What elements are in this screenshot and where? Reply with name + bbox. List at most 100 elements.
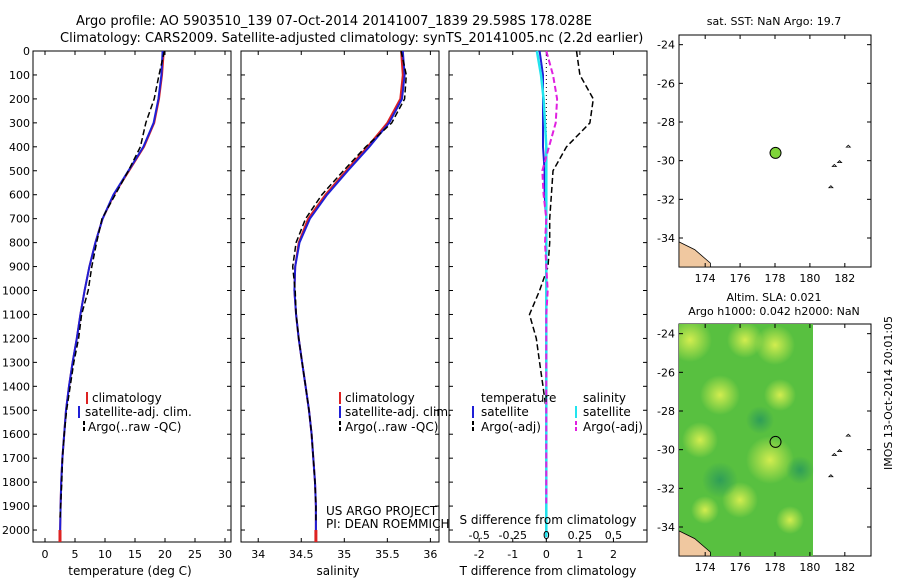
depth-tick-label: 1100 — [2, 308, 30, 321]
x-tick-label: 36 — [423, 548, 437, 561]
legend-climatology: climatology — [92, 391, 162, 405]
depth-tick-label: 1900 — [2, 500, 30, 513]
depth-tick-label: 100 — [9, 69, 30, 82]
difference-legend: temperature satellite Argo(-adj) salinit… — [472, 391, 643, 434]
legend-satellite: satellite-adj. clim. — [345, 405, 452, 419]
lat-tick-label: -32 — [657, 193, 675, 206]
temperature-panel: 0100200300400500600700800900100011001200… — [2, 45, 232, 578]
lon-tick-label: 178 — [765, 272, 786, 285]
x-tick-label: 15 — [128, 548, 142, 561]
positive-anomaly-blob — [764, 379, 796, 411]
lat-tick-label: -30 — [657, 155, 675, 168]
lat-tick-label: -34 — [657, 521, 675, 534]
sst-map-title: sat. SST: NaN Argo: 19.7 — [707, 15, 841, 28]
x-tick-label: 25 — [188, 548, 202, 561]
depth-axis: 0 100 200 300 400 500 600 700 800 900 1000 1100 1200… — [2, 45, 231, 537]
header-line-2: Climatology: CARS2009. Satellite-adjuste… — [60, 31, 643, 46]
lon-tick-label: 180 — [799, 561, 820, 574]
island-outline — [827, 474, 834, 478]
legend-climatology: climatology — [345, 391, 415, 405]
depth-tick-label: 900 — [9, 261, 30, 274]
lon-tick-label: 180 — [799, 272, 820, 285]
negative-anomaly-blob — [786, 456, 814, 484]
s-tick-label: 0.25 — [568, 529, 593, 542]
x-tick-label: 35.5 — [375, 548, 400, 561]
temperature-frame — [32, 50, 232, 543]
header-line-1: Argo profile: AO 5903510_139 07-Oct-2014… — [76, 14, 592, 29]
salinity-depth-ticks — [241, 50, 439, 531]
lat-tick-label: -30 — [657, 444, 675, 457]
lat-tick-label: -28 — [657, 116, 675, 129]
x-tick-label: -2 — [474, 548, 485, 561]
sst-map: sat. SST: NaN Argo: 19.7 174 176 178 180 182… — [657, 15, 872, 285]
legend-temperature-head: temperature — [481, 391, 556, 405]
lat-tick-label: -32 — [657, 482, 675, 495]
difference-depth-ticks — [449, 50, 647, 531]
coastline-new-zealand — [678, 530, 711, 557]
positive-anomaly-blob — [691, 496, 719, 524]
depth-tick-label: 500 — [9, 165, 30, 178]
depth-tick-label: 1500 — [2, 404, 30, 417]
s-tick-label: 0.5 — [605, 529, 623, 542]
lon-tick-label: 182 — [834, 272, 855, 285]
island-outline — [831, 163, 838, 167]
s-difference-ticks: -0.5 -0.25 0 0.25 0.5 — [468, 529, 622, 542]
imos-timestamp: IMOS 13-Oct-2014 20:01:05 — [882, 316, 895, 470]
depth-tick-label: 800 — [9, 237, 30, 250]
climatology-line — [293, 50, 404, 538]
x-tick-label: 34.5 — [289, 548, 314, 561]
positive-anomaly-blob — [727, 324, 763, 358]
x-tick-label: 20 — [158, 548, 172, 561]
positive-anomaly-blob — [755, 325, 795, 365]
sla-map-islands — [678, 433, 852, 557]
depth-tick-label: 1400 — [2, 380, 30, 393]
sst-map-axes: 174 176 178 180 182 -24 -26 -28 -30 -32 -34 — [657, 35, 871, 285]
depth-tick-label: 1200 — [2, 332, 30, 345]
salinity-x-axis: 34 34.5 35 35.5 36 — [251, 51, 437, 561]
depth-tick-label: 600 — [9, 189, 30, 202]
credit-project: US ARGO PROJECT — [326, 504, 438, 518]
depth-tick-label: 1700 — [2, 452, 30, 465]
salinity-legend: climatology satellite-adj. clim. Argo(..… — [339, 391, 452, 434]
depth-tick-label: 1800 — [2, 476, 30, 489]
difference-frame — [448, 50, 648, 543]
x-tick-label: 0 — [42, 548, 49, 561]
sla-map: Altim. SLA: 0.021 Argo h1000: 0.042 h200… — [657, 291, 895, 574]
negative-anomaly-blob — [746, 406, 774, 434]
lon-tick-label: 174 — [695, 561, 716, 574]
credit-pi: PI: DEAN ROEMMICH — [326, 517, 449, 531]
depth-tick-label: 1300 — [2, 356, 30, 369]
island-outline — [836, 160, 843, 163]
s-difference-label: S difference from climatology — [460, 513, 637, 527]
difference-xlabel: T difference from climatology — [459, 564, 637, 578]
x-tick-label: 30 — [218, 548, 232, 561]
sla-heatmap — [679, 324, 814, 556]
depth-tick-label: 200 — [9, 93, 30, 106]
negative-anomaly-blob — [702, 462, 738, 498]
positive-anomaly-blob — [682, 422, 718, 458]
legend-s-satellite: satellite — [583, 405, 631, 419]
legend-t-argo: Argo(-adj) — [481, 420, 541, 434]
x-tick-label: 5 — [72, 548, 79, 561]
argo-location-marker — [769, 146, 782, 159]
positive-anomaly-blob — [679, 324, 712, 362]
argo-line — [59, 50, 166, 521]
positive-anomaly-blob — [700, 375, 740, 415]
s-satellite-line — [535, 50, 548, 538]
t-argo-line — [528, 50, 595, 507]
positive-anomaly-blob — [776, 506, 804, 534]
climatology-line — [59, 50, 165, 538]
legend-argo: Argo(..raw -QC) — [88, 420, 181, 434]
island-outline — [831, 452, 838, 456]
satellite-line — [59, 50, 164, 538]
x-tick-label: 0 — [543, 548, 550, 561]
x-tick-label: 35 — [337, 548, 351, 561]
x-tick-label: 34 — [251, 548, 265, 561]
legend-satellite: satellite-adj. clim. — [85, 405, 192, 419]
salinity-lines — [291, 50, 408, 542]
depth-tick-label: 300 — [9, 117, 30, 130]
difference-panel: -2 -1 0 1 2 T difference from climatology S … — [448, 50, 648, 578]
argo-location-marker — [769, 435, 782, 448]
lat-tick-label: -24 — [657, 328, 675, 341]
